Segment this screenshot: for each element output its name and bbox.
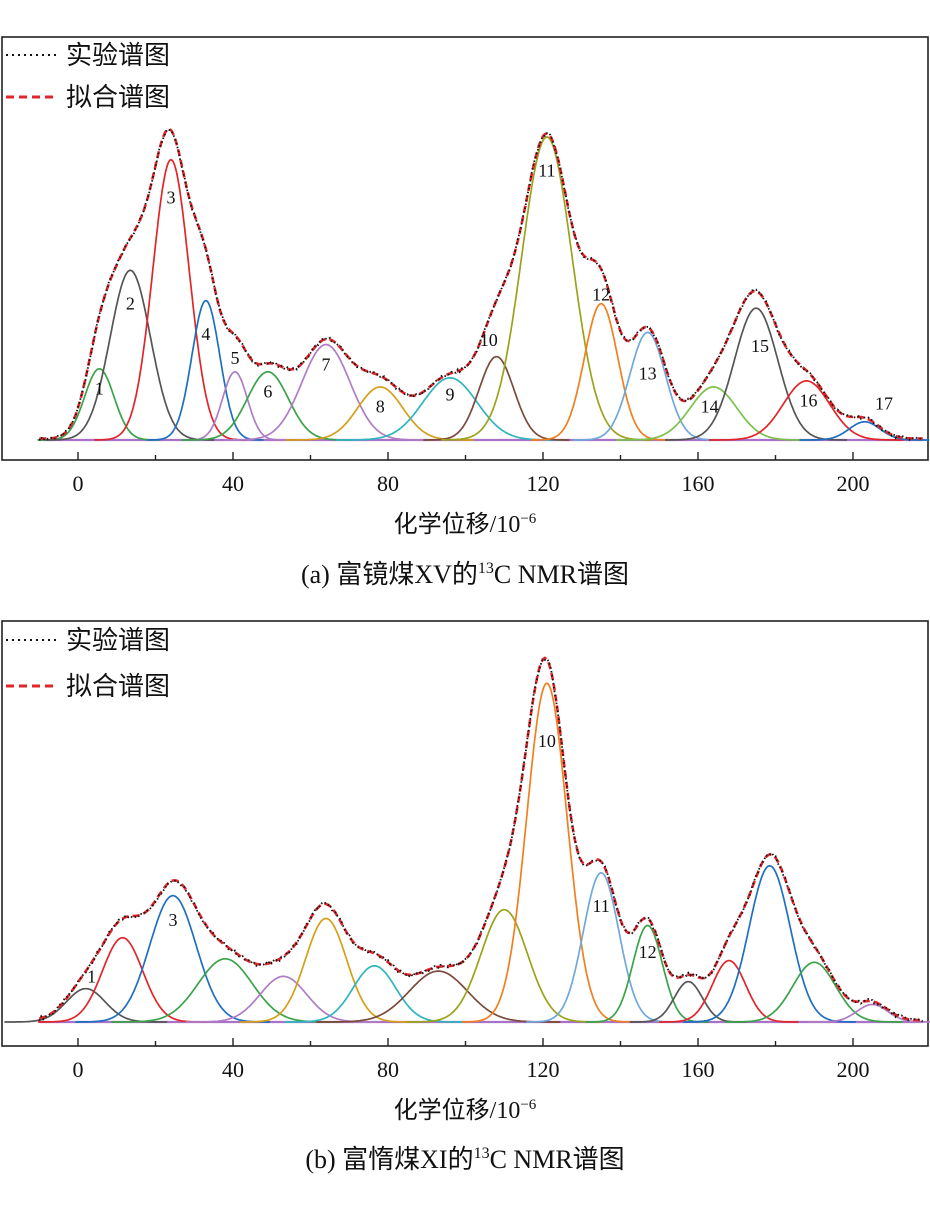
peak-15 <box>683 864 856 1023</box>
x-tick-label: 200 <box>837 471 870 496</box>
peak-11 <box>526 871 676 1023</box>
spectrum-curves-a <box>38 127 924 442</box>
peak-3 <box>94 158 247 441</box>
peak-16 <box>724 961 903 1023</box>
legend-fitted-label: 拟合谱图 <box>66 672 170 701</box>
peak-10 <box>423 355 570 441</box>
peak-label-17: 17 <box>875 394 893 414</box>
peak-label-10: 10 <box>480 330 498 350</box>
peak-label-3: 3 <box>168 910 177 930</box>
peak-label-1: 1 <box>87 966 96 986</box>
peak-4 <box>111 957 339 1023</box>
peak-label-10: 10 <box>538 731 556 751</box>
peak-9 <box>336 377 564 441</box>
peak-label-12: 12 <box>639 942 657 962</box>
peak-16 <box>708 380 904 441</box>
peak-5 <box>182 370 287 441</box>
spectrum-curves-b <box>38 656 924 1023</box>
legend-a: 实验谱图 拟合谱图 <box>6 41 170 112</box>
experimental-spectrum-line <box>38 128 924 442</box>
x-tick-label: 80 <box>377 1057 399 1082</box>
legend-experimental-label: 实验谱图 <box>66 41 170 70</box>
peak-17 <box>799 420 930 441</box>
caption-b: (b) 富惰煤XI的13C NMR谱图 <box>305 1145 624 1174</box>
peak-label-13: 13 <box>639 363 657 383</box>
peak-6 <box>239 917 413 1023</box>
caption-a: (a) 富镜煤XV的13C NMR谱图 <box>301 560 629 589</box>
fitted-peaks-a <box>37 136 930 442</box>
x-tick-label: 0 <box>73 471 84 496</box>
peak-13 <box>629 980 746 1023</box>
x-tick-label: 120 <box>527 1057 560 1082</box>
x-tick-label: 160 <box>682 471 715 496</box>
peak-label-6: 6 <box>263 382 272 402</box>
peak-6 <box>181 370 355 441</box>
peak-label-9: 9 <box>446 385 455 405</box>
fitted-peaks-b <box>4 682 930 1024</box>
peak-label-15: 15 <box>751 336 769 356</box>
peak-3 <box>75 894 270 1023</box>
x-axis-title-b: 化学位移/10−6 <box>394 1097 537 1124</box>
legend-experimental-label: 实验谱图 <box>66 626 170 655</box>
peak-label-5: 5 <box>230 348 239 368</box>
peak-label-4: 4 <box>201 324 210 344</box>
peak-2 <box>45 269 215 441</box>
fitted-spectrum-line <box>39 127 923 440</box>
peak-12 <box>585 924 709 1023</box>
x-tick-label: 40 <box>222 471 244 496</box>
legend-fitted-label: 拟合谱图 <box>66 83 170 112</box>
peak-13 <box>572 331 722 441</box>
peak-10 <box>462 682 631 1023</box>
peak-label-2: 2 <box>126 294 135 314</box>
peak-label-14: 14 <box>701 397 719 417</box>
x-ticks-a: 0 40 80 120 160 200 <box>73 452 870 496</box>
x-tick-label: 200 <box>837 1057 870 1082</box>
peak-11 <box>441 136 653 441</box>
peak-14 <box>659 959 799 1023</box>
fitted-spectrum-line <box>38 656 923 1022</box>
peak-label-11: 11 <box>538 160 555 180</box>
peak-1 <box>37 367 161 441</box>
x-axis-title-a: 化学位移/10−6 <box>394 511 537 538</box>
peak-labels-b: 1 3 10 11 12 <box>87 731 657 986</box>
experimental-spectrum-line <box>38 657 924 1023</box>
x-tick-label: 160 <box>682 1057 715 1082</box>
peak-label-12: 12 <box>592 285 610 305</box>
x-tick-label: 80 <box>377 471 399 496</box>
peak-label-3: 3 <box>167 188 176 208</box>
peak-7 <box>284 964 464 1023</box>
peak-8 <box>316 970 561 1023</box>
peak-15 <box>665 307 848 441</box>
panel-b: 1 3 10 11 12 0 40 80 120 160 200 实验谱图 拟合谱图 化学位移/1… <box>1 620 930 1174</box>
peak-label-16: 16 <box>799 391 817 411</box>
x-tick-label: 120 <box>527 471 560 496</box>
x-ticks-b: 0 40 80 120 160 200 <box>73 1038 870 1082</box>
peak-label-11: 11 <box>592 896 609 916</box>
peak-label-1: 1 <box>95 378 104 398</box>
peak-14 <box>615 386 811 441</box>
peak-label-8: 8 <box>376 397 385 417</box>
peak-17 <box>807 1003 930 1023</box>
peak-4 <box>147 299 264 441</box>
x-tick-label: 40 <box>222 1057 244 1082</box>
peak-2 <box>37 936 207 1023</box>
peak-label-7: 7 <box>322 354 331 374</box>
peak-9 <box>406 908 602 1023</box>
peak-12 <box>531 302 671 441</box>
peak-7 <box>225 343 427 441</box>
x-tick-label: 0 <box>73 1057 84 1082</box>
legend-b: 实验谱图 拟合谱图 <box>6 626 170 701</box>
